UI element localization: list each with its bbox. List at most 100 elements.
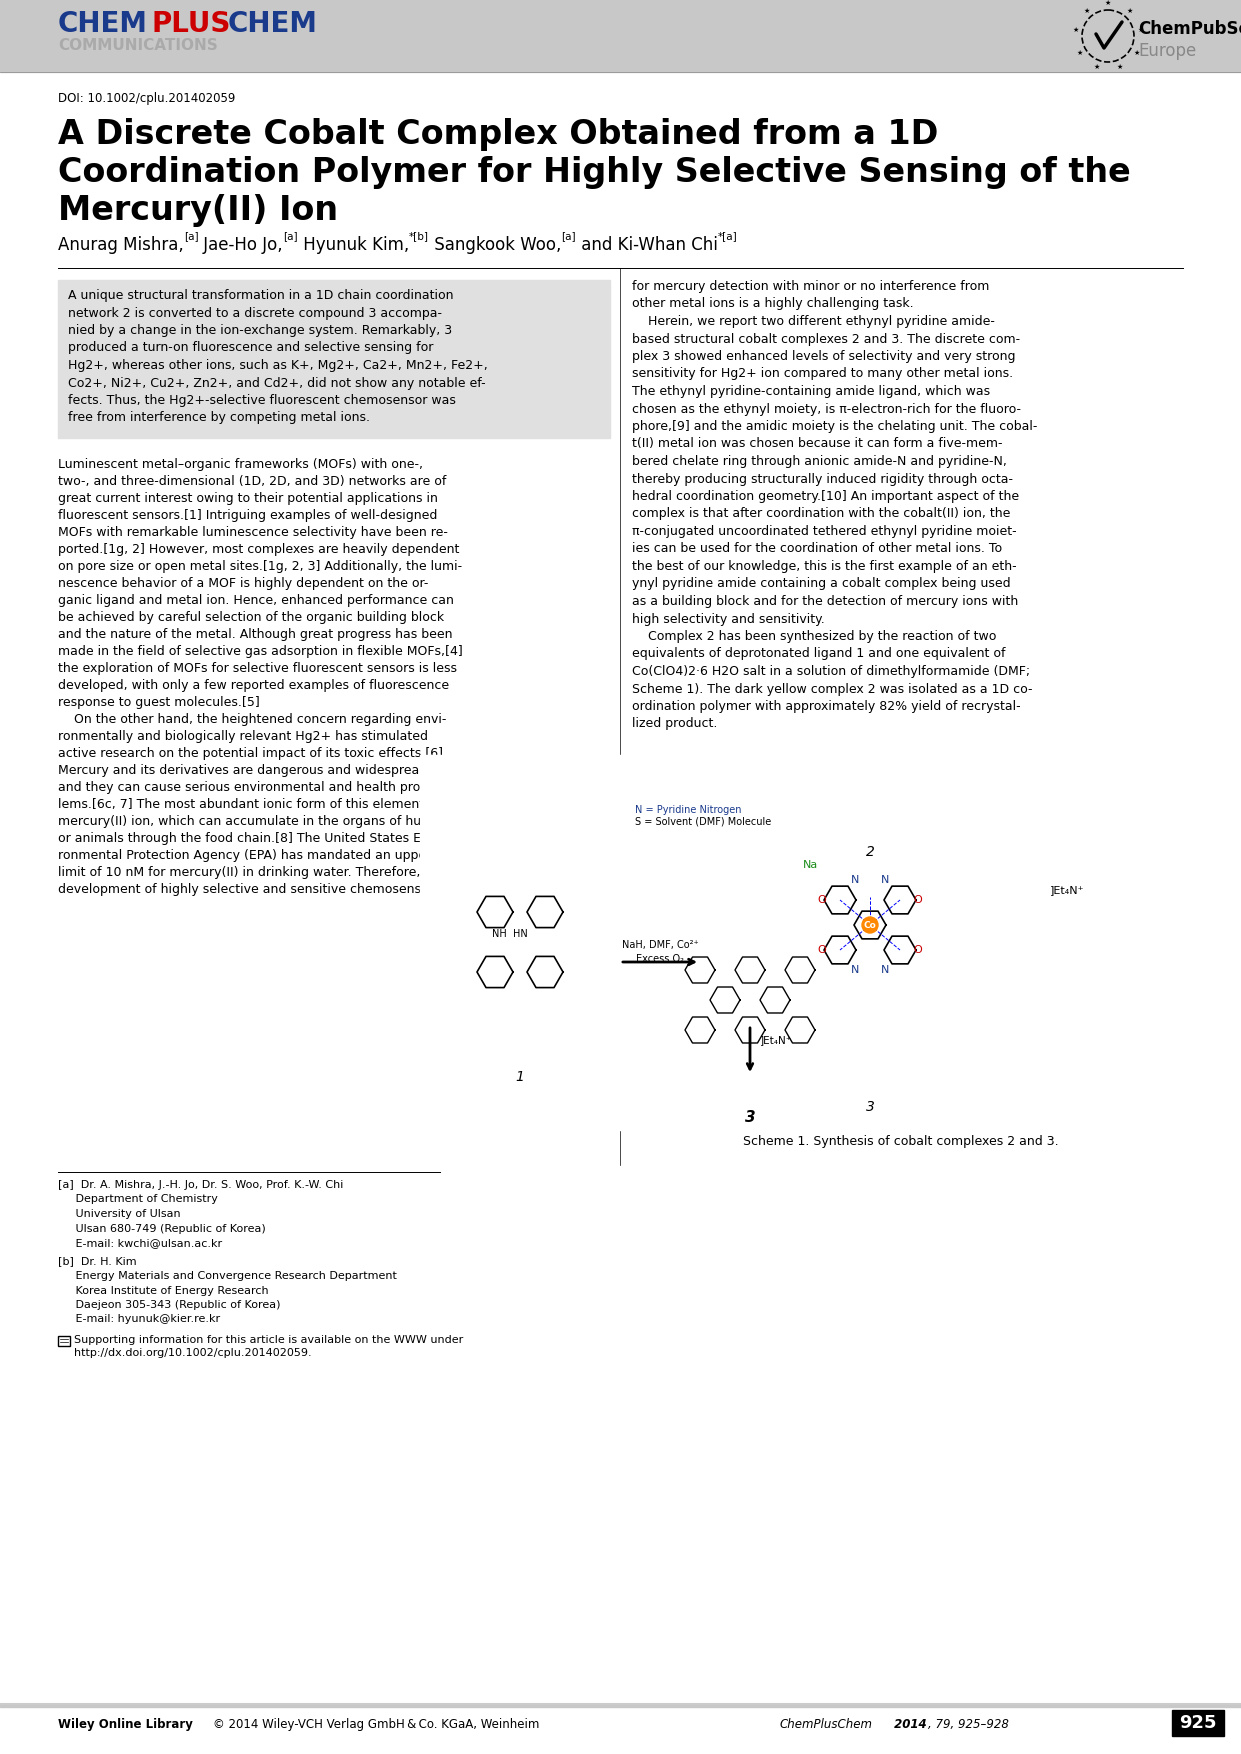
Text: O: O: [913, 945, 922, 954]
Text: and they can cause serious environmental and health prob-: and they can cause serious environmental…: [58, 781, 433, 795]
Text: On the other hand, the heightened concern regarding envi-: On the other hand, the heightened concer…: [58, 712, 447, 726]
Text: free from interference by competing metal ions.: free from interference by competing meta…: [68, 412, 370, 424]
Text: Complex 2 has been synthesized by the reaction of two: Complex 2 has been synthesized by the re…: [632, 630, 997, 644]
Text: ★: ★: [1093, 63, 1100, 70]
Text: [a]: [a]: [561, 232, 576, 240]
Text: Excess O₂: Excess O₂: [635, 954, 684, 965]
Text: ronmental Protection Agency (EPA) has mandated an upper: ronmental Protection Agency (EPA) has ma…: [58, 849, 432, 861]
Text: fects. Thus, the Hg2+-selective fluorescent chemosensor was: fects. Thus, the Hg2+-selective fluoresc…: [68, 395, 455, 407]
Text: Korea Institute of Energy Research: Korea Institute of Energy Research: [58, 1286, 268, 1296]
Text: made in the field of selective gas adsorption in flexible MOFs,[4]: made in the field of selective gas adsor…: [58, 645, 463, 658]
Text: or animals through the food chain.[8] The United States Envi-: or animals through the food chain.[8] Th…: [58, 831, 444, 845]
Circle shape: [862, 917, 877, 933]
Text: for mercury detection with minor or no interference from: for mercury detection with minor or no i…: [632, 281, 989, 293]
Text: produced a turn-on fluorescence and selective sensing for: produced a turn-on fluorescence and sele…: [68, 342, 433, 354]
Text: Coordination Polymer for Highly Selective Sensing of the: Coordination Polymer for Highly Selectiv…: [58, 156, 1131, 189]
Text: Supporting information for this article is available on the WWW under: Supporting information for this article …: [74, 1335, 463, 1345]
Text: other metal ions is a highly challenging task.: other metal ions is a highly challenging…: [632, 298, 913, 310]
Text: Energy Materials and Convergence Research Department: Energy Materials and Convergence Researc…: [58, 1272, 397, 1280]
Text: [b]  Dr. H. Kim: [b] Dr. H. Kim: [58, 1256, 137, 1266]
Text: ★: ★: [1126, 7, 1132, 14]
Text: ★: ★: [1116, 63, 1122, 70]
Text: development of highly selective and sensitive chemosensors: development of highly selective and sens…: [58, 882, 441, 896]
Text: based structural cobalt complexes 2 and 3. The discrete com-: based structural cobalt complexes 2 and …: [632, 333, 1020, 346]
Text: *[a]: *[a]: [717, 232, 737, 240]
Text: N: N: [851, 965, 859, 975]
Text: Na: Na: [803, 859, 818, 870]
Text: thereby producing structurally induced rigidity through octa-: thereby producing structurally induced r…: [632, 472, 1013, 486]
Text: ★: ★: [1083, 7, 1090, 14]
Text: Scheme 1). The dark yellow complex 2 was isolated as a 1D co-: Scheme 1). The dark yellow complex 2 was…: [632, 682, 1033, 696]
Bar: [58, 281, 611, 438]
Bar: [0, 1703, 1241, 1707]
Text: and the nature of the metal. Although great progress has been: and the nature of the metal. Although gr…: [58, 628, 453, 640]
Text: A Discrete Cobalt Complex Obtained from a 1D: A Discrete Cobalt Complex Obtained from …: [58, 118, 938, 151]
Text: ★: ★: [1104, 0, 1111, 5]
Text: Anurag Mishra,: Anurag Mishra,: [58, 237, 184, 254]
Text: and Ki-Whan Chi: and Ki-Whan Chi: [576, 237, 717, 254]
Text: Co2+, Ni2+, Cu2+, Zn2+, and Cd2+, did not show any notable ef-: Co2+, Ni2+, Cu2+, Zn2+, and Cd2+, did no…: [68, 377, 485, 389]
Text: E-mail: kwchi@ulsan.ac.kr: E-mail: kwchi@ulsan.ac.kr: [58, 1238, 222, 1249]
Text: the best of our knowledge, this is the first example of an eth-: the best of our knowledge, this is the f…: [632, 560, 1016, 574]
Text: CHEM: CHEM: [228, 11, 318, 39]
Text: 925: 925: [1179, 1714, 1216, 1731]
Text: high selectivity and sensitivity.: high selectivity and sensitivity.: [632, 612, 825, 626]
Text: network 2 is converted to a discrete compound 3 accompa-: network 2 is converted to a discrete com…: [68, 307, 442, 319]
Text: active research on the potential impact of its toxic effects.[6]: active research on the potential impact …: [58, 747, 443, 759]
Text: 2: 2: [865, 845, 875, 859]
Text: NaH, DMF, Co²⁺: NaH, DMF, Co²⁺: [622, 940, 699, 951]
Text: on pore size or open metal sites.[1g, 2, 3] Additionally, the lumi-: on pore size or open metal sites.[1g, 2,…: [58, 560, 462, 574]
Text: O: O: [818, 895, 827, 905]
Text: Scheme 1. Synthesis of cobalt complexes 2 and 3.: Scheme 1. Synthesis of cobalt complexes …: [743, 1135, 1059, 1149]
Text: ChemPubSoc: ChemPubSoc: [1138, 19, 1241, 39]
Text: nescence behavior of a MOF is highly dependent on the or-: nescence behavior of a MOF is highly dep…: [58, 577, 428, 589]
Text: S = Solvent (DMF) Molecule: S = Solvent (DMF) Molecule: [635, 817, 771, 826]
Text: http://dx.doi.org/10.1002/cplu.201402059.: http://dx.doi.org/10.1002/cplu.201402059…: [74, 1347, 311, 1358]
Text: Ulsan 680-749 (Republic of Korea): Ulsan 680-749 (Republic of Korea): [58, 1224, 266, 1233]
Text: phore,[9] and the amidic moiety is the chelating unit. The cobal-: phore,[9] and the amidic moiety is the c…: [632, 419, 1037, 433]
Text: mercury(II) ion, which can accumulate in the organs of humans: mercury(II) ion, which can accumulate in…: [58, 816, 455, 828]
Text: be achieved by careful selection of the organic building block: be achieved by careful selection of the …: [58, 610, 444, 624]
Text: 1: 1: [515, 1070, 525, 1084]
Text: Wiley Online Library: Wiley Online Library: [58, 1717, 192, 1731]
Text: N: N: [851, 875, 859, 886]
Text: hedral coordination geometry.[10] An important aspect of the: hedral coordination geometry.[10] An imp…: [632, 489, 1019, 503]
Text: great current interest owing to their potential applications in: great current interest owing to their po…: [58, 493, 438, 505]
Text: Co(ClO4)2·6 H2O salt in a solution of dimethylformamide (DMF;: Co(ClO4)2·6 H2O salt in a solution of di…: [632, 665, 1030, 679]
Text: ★: ★: [1137, 28, 1144, 33]
Text: Hyunuk Kim,: Hyunuk Kim,: [298, 237, 408, 254]
Text: equivalents of deprotonated ligand 1 and one equivalent of: equivalents of deprotonated ligand 1 and…: [632, 647, 1005, 661]
Text: fluorescent sensors.[1] Intriguing examples of well-designed: fluorescent sensors.[1] Intriguing examp…: [58, 509, 437, 523]
Bar: [1172, 1710, 1224, 1736]
Text: Europe: Europe: [1138, 42, 1196, 60]
Text: ★: ★: [1076, 49, 1082, 56]
Text: sensitivity for Hg2+ ion compared to many other metal ions.: sensitivity for Hg2+ ion compared to man…: [632, 368, 1013, 381]
Text: [a]: [a]: [283, 232, 298, 240]
Text: N = Pyridine Nitrogen: N = Pyridine Nitrogen: [635, 805, 742, 816]
Text: ganic ligand and metal ion. Hence, enhanced performance can: ganic ligand and metal ion. Hence, enhan…: [58, 595, 454, 607]
Text: response to guest molecules.[5]: response to guest molecules.[5]: [58, 696, 259, 709]
Text: DOI: 10.1002/cplu.201402059: DOI: 10.1002/cplu.201402059: [58, 91, 236, 105]
Text: E-mail: hyunuk@kier.re.kr: E-mail: hyunuk@kier.re.kr: [58, 1314, 220, 1324]
Text: lems.[6c, 7] The most abundant ionic form of this element is the: lems.[6c, 7] The most abundant ionic for…: [58, 798, 463, 810]
Text: Mercury(II) Ion: Mercury(II) Ion: [58, 195, 338, 226]
Text: limit of 10 nM for mercury(II) in drinking water. Therefore, the: limit of 10 nM for mercury(II) in drinki…: [58, 866, 444, 879]
Text: bered chelate ring through anionic amide-N and pyridine-N,: bered chelate ring through anionic amide…: [632, 454, 1006, 468]
Text: © 2014 Wiley-VCH Verlag GmbH & Co. KGaA, Weinheim: © 2014 Wiley-VCH Verlag GmbH & Co. KGaA,…: [213, 1717, 540, 1731]
Text: ordination polymer with approximately 82% yield of recrystal-: ordination polymer with approximately 82…: [632, 700, 1020, 712]
Text: N: N: [881, 875, 890, 886]
Text: complex is that after coordination with the cobalt(II) ion, the: complex is that after coordination with …: [632, 507, 1010, 521]
Text: nied by a change in the ion-exchange system. Remarkably, 3: nied by a change in the ion-exchange sys…: [68, 324, 452, 337]
Text: PLUS: PLUS: [151, 11, 231, 39]
Text: Herein, we report two different ethynyl pyridine amide-: Herein, we report two different ethynyl …: [632, 316, 995, 328]
Text: ies can be used for the coordination of other metal ions. To: ies can be used for the coordination of …: [632, 542, 1003, 556]
Text: , 79, 925–928: , 79, 925–928: [928, 1717, 1009, 1731]
Text: ynyl pyridine amide containing a cobalt complex being used: ynyl pyridine amide containing a cobalt …: [632, 577, 1010, 591]
Text: Sangkook Woo,: Sangkook Woo,: [429, 237, 561, 254]
Text: [a]  Dr. A. Mishra, J.-H. Jo, Dr. S. Woo, Prof. K.-W. Chi: [a] Dr. A. Mishra, J.-H. Jo, Dr. S. Woo,…: [58, 1180, 344, 1189]
Bar: [0, 0, 1241, 72]
Text: ★: ★: [1133, 49, 1139, 56]
Text: *[b]: *[b]: [408, 232, 429, 240]
Text: A unique structural transformation in a 1D chain coordination: A unique structural transformation in a …: [68, 289, 453, 302]
Bar: [58, 1337, 69, 1345]
